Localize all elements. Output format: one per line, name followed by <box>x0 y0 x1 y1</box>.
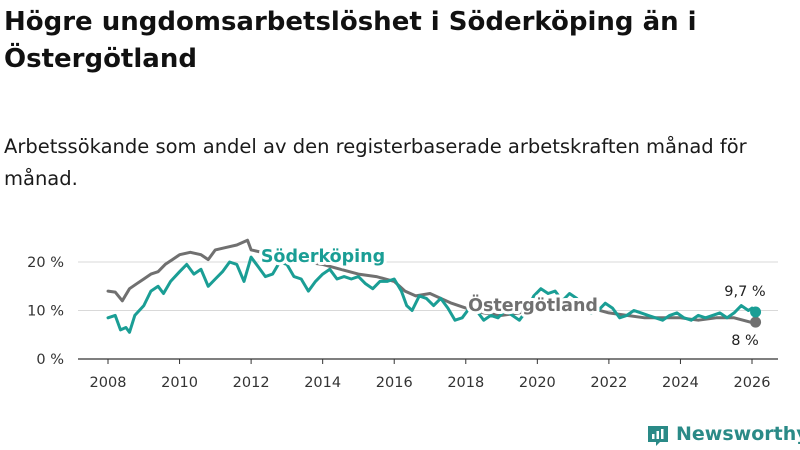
x-tick-label: 2024 <box>662 375 699 391</box>
series-name-label: Östergötland <box>468 294 598 316</box>
newsworthy-logo: Newsworthy <box>646 420 800 448</box>
y-tick-label: 0 % <box>36 352 64 368</box>
series-lines <box>106 238 762 334</box>
newsworthy-logo-icon <box>648 426 668 446</box>
x-tick-label: 2020 <box>519 375 556 391</box>
series-line-soderkoping <box>106 255 758 334</box>
x-tick-label: 2026 <box>734 375 771 391</box>
chart-title: Högre ungdomsarbetslöshet i Söderköping … <box>4 7 697 74</box>
series-name-label: Söderköping <box>261 247 385 267</box>
series-end-point <box>750 316 762 328</box>
series-line-ostergotland <box>106 238 758 325</box>
end-value-halo: 8 % <box>731 333 759 349</box>
series-labels: ÖstergötlandÖstergötlandSöderköpingSöder… <box>258 244 768 352</box>
x-tick-label: 2018 <box>447 375 484 391</box>
axis-labels: 0 % 10 % 20 % 2008 2010 2012 2014 2016 2018 2020 2… <box>27 255 770 391</box>
x-tick-label: 2016 <box>376 375 413 391</box>
x-tick-label: 2008 <box>90 375 127 391</box>
x-tick-label: 2014 <box>304 375 341 391</box>
y-tick-label: 10 % <box>27 304 64 320</box>
grid-lines <box>78 261 778 360</box>
brand-name: Newsworthy <box>676 423 800 445</box>
x-tick-label: 2022 <box>590 375 627 391</box>
y-tick-label: 20 % <box>27 255 64 271</box>
chart-subtitle: Arbetssökande som andel av den registerb… <box>4 135 747 190</box>
series-name-halo: Östergötland <box>468 294 598 316</box>
end-value-label: 8 % <box>731 333 759 349</box>
x-tick-label: 2012 <box>233 375 270 391</box>
series-name-halo: Söderköping <box>261 247 385 267</box>
end-value-label: 9,7 % <box>724 284 765 300</box>
end-value-halo: 9,7 % <box>724 284 765 300</box>
series-end-point <box>750 306 762 318</box>
x-tick-label: 2010 <box>161 375 198 391</box>
